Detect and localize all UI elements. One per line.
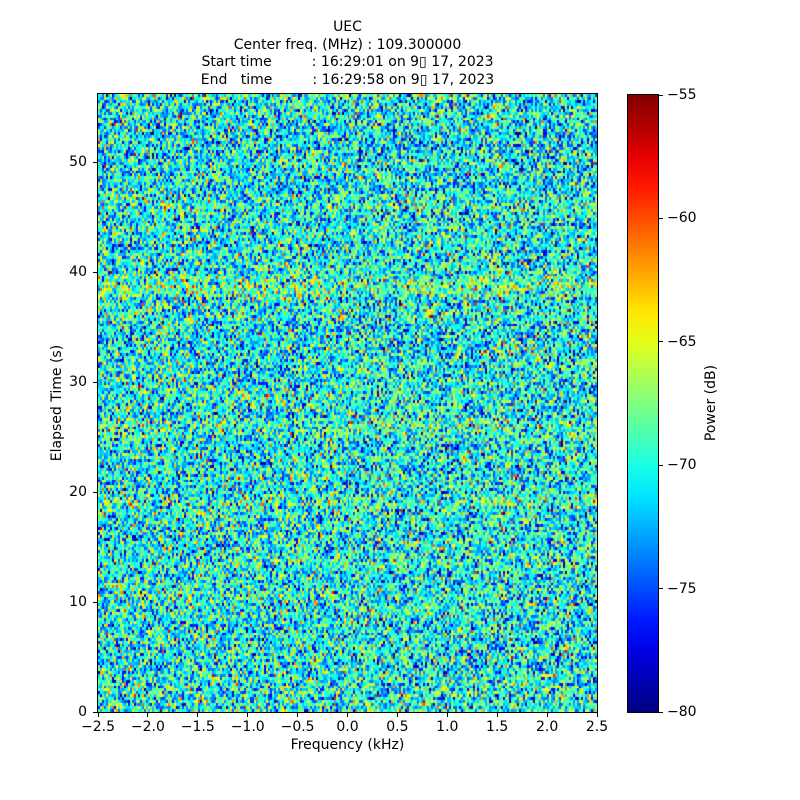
x-tick <box>396 713 398 717</box>
y-tick <box>93 711 97 713</box>
x-tick-label: 0.0 <box>336 719 359 735</box>
x-tick-label: −1.5 <box>180 719 215 735</box>
x-axis-label: Frequency (kHz) <box>290 737 405 753</box>
x-tick-label: −1.0 <box>230 719 265 735</box>
x-tick <box>496 713 498 717</box>
y-tick <box>93 161 97 163</box>
colorbar-tick <box>659 217 663 219</box>
y-tick <box>93 271 97 273</box>
y-tick <box>93 601 97 603</box>
y-tick <box>93 381 97 383</box>
colorbar <box>627 94 659 713</box>
x-tick <box>347 713 348 717</box>
x-tick <box>596 713 598 717</box>
colorbar-tick <box>659 464 663 466</box>
colorbar-tick-label: −55 <box>667 87 697 103</box>
x-tick <box>546 713 548 717</box>
y-tick <box>93 491 97 493</box>
x-tick-label: 1.0 <box>436 719 459 735</box>
colorbar-tick-label: −65 <box>667 333 697 350</box>
y-tick-label: 10 <box>69 594 87 611</box>
y-tick-label: 30 <box>69 374 87 391</box>
x-tick-label: 1.5 <box>486 719 509 735</box>
x-tick-label: −2.0 <box>130 719 165 735</box>
colorbar-tick-label: −70 <box>667 457 697 474</box>
colorbar-tick-label: −80 <box>667 704 697 720</box>
colorbar-tick-label: −60 <box>667 210 697 227</box>
x-tick-label: −0.5 <box>280 719 315 735</box>
y-tick-label: 0 <box>78 704 87 720</box>
colorbar-tick <box>659 588 663 590</box>
chart-header: UEC Center freq. (MHz) : 109.300000 Star… <box>200 19 495 88</box>
x-tick-label: 0.5 <box>386 719 409 735</box>
x-tick-label: 2.0 <box>535 719 559 735</box>
x-tick-label: 2.5 <box>585 719 609 735</box>
y-tick-label: 40 <box>69 264 87 281</box>
x-tick <box>446 713 448 717</box>
colorbar-tick <box>659 711 663 713</box>
colorbar-tick <box>659 94 663 96</box>
y-tick-label: 50 <box>69 154 87 171</box>
y-tick-label: 20 <box>69 484 87 501</box>
spectrogram-heatmap <box>98 94 597 712</box>
plot-frame <box>97 93 598 713</box>
x-tick <box>297 713 299 717</box>
colorbar-label: Power (dB) <box>703 364 719 442</box>
x-tick-label: −2.5 <box>81 719 115 735</box>
colorbar-tick <box>659 341 663 343</box>
x-tick <box>97 713 99 717</box>
x-tick <box>247 713 249 717</box>
colorbar-tick-label: −75 <box>667 580 697 597</box>
x-tick <box>197 713 199 717</box>
y-axis-label: Elapsed Time (s) <box>49 344 65 462</box>
x-tick <box>147 713 149 717</box>
